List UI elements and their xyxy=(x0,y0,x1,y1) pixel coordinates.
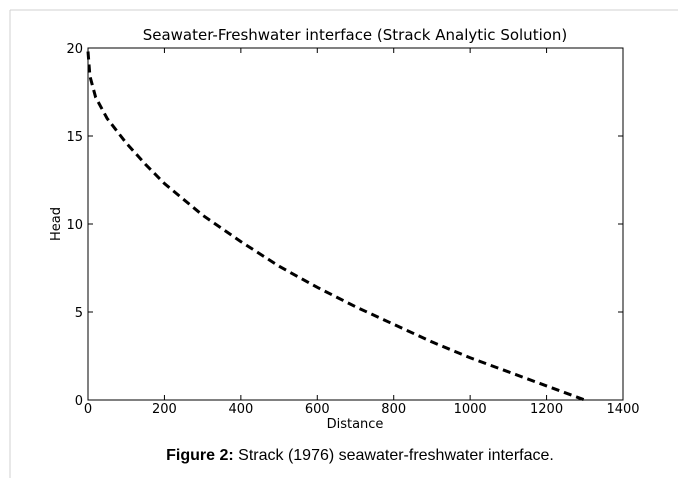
y-tick-label: 5 xyxy=(75,306,83,321)
x-tick-label: 0 xyxy=(84,402,92,417)
x-tick-label: 1400 xyxy=(606,402,639,417)
y-tick-label: 10 xyxy=(66,218,83,233)
x-tick-label: 200 xyxy=(152,402,177,417)
x-axis-label: Distance xyxy=(327,417,384,432)
data-line xyxy=(86,51,586,402)
y-tick-label: 20 xyxy=(66,42,83,57)
caption-text: Strack (1976) seawater-freshwater interf… xyxy=(234,447,554,464)
caption: Figure 2: Strack (1976) seawater-freshwa… xyxy=(166,447,554,464)
x-tick-label: 600 xyxy=(305,402,330,417)
x-tick-label: 800 xyxy=(381,402,406,417)
x-tick-label: 1000 xyxy=(454,402,487,417)
x-tick-label: 1200 xyxy=(530,402,563,417)
y-tick-label: 15 xyxy=(66,130,83,145)
x-tick-label: 400 xyxy=(228,402,253,417)
axes-frame xyxy=(87,47,624,401)
caption-label: Figure 2: xyxy=(166,447,234,464)
y-axis-label: Head xyxy=(49,207,64,241)
y-tick-label: 0 xyxy=(75,394,83,409)
chart-title: Seawater-Freshwater interface (Strack An… xyxy=(143,26,568,44)
